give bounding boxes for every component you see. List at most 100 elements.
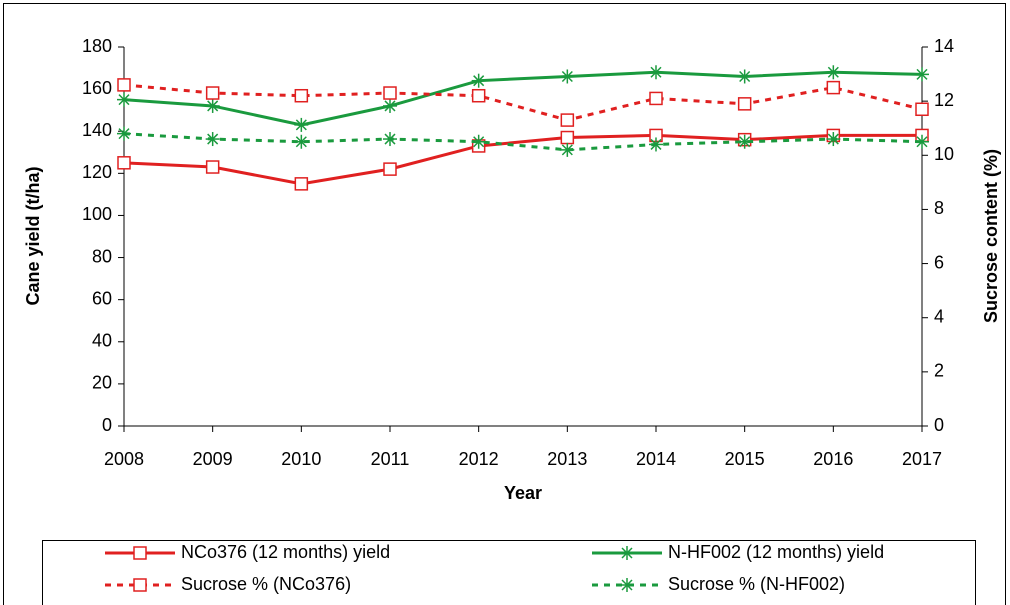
y2-tick-label: 14 [934, 36, 954, 56]
data-point [560, 142, 575, 157]
y2-tick-label: 0 [934, 415, 944, 435]
marker-stroke [384, 100, 396, 112]
y2-axis-title: Sucrose content (%) [981, 149, 1001, 323]
marker-stroke [384, 133, 396, 145]
x-tick-label: 2008 [104, 449, 144, 469]
data-point [383, 132, 397, 147]
data-point [205, 132, 220, 147]
x-tick-label: 2010 [281, 449, 321, 469]
data-point [294, 177, 309, 191]
y2-tick-label: 6 [934, 252, 944, 272]
data-point [117, 126, 131, 141]
y2-tick-label: 12 [934, 90, 954, 110]
data-point [383, 162, 397, 176]
data-point [117, 156, 131, 170]
y-tick-label: 180 [82, 36, 112, 56]
marker-stroke [621, 579, 633, 591]
x-axis-title: Year [504, 483, 542, 503]
data-point [294, 117, 309, 132]
data-point [383, 86, 397, 100]
marker-stroke [650, 138, 662, 150]
marker-stroke [739, 70, 751, 83]
y-tick-label: 160 [82, 78, 112, 98]
marker-stroke [916, 136, 928, 148]
legend-box [42, 540, 976, 605]
data-point [915, 134, 929, 149]
marker-stroke [473, 75, 485, 87]
data-point [649, 91, 663, 106]
data-point [471, 134, 486, 149]
series-line [123, 70, 923, 127]
x-tick-label: 2009 [193, 449, 233, 469]
x-tick-label: 2011 [371, 449, 410, 469]
y2-tick-label: 8 [934, 198, 944, 218]
data-point [560, 69, 575, 84]
data-point [205, 98, 220, 113]
marker-stroke [561, 70, 573, 83]
legend-label: Sucrose % (NCo376) [181, 574, 351, 594]
marker-stroke [118, 128, 130, 140]
y2-tick-label: 2 [934, 361, 944, 381]
data-point [383, 98, 397, 113]
data-point [620, 546, 634, 560]
data-point [737, 97, 752, 111]
data-point [915, 102, 929, 117]
marker-stroke [739, 136, 751, 148]
series-line [123, 132, 923, 152]
marker-stroke [621, 547, 633, 559]
series-line [123, 83, 923, 122]
marker-stroke [207, 100, 219, 112]
y-tick-label: 120 [82, 162, 112, 182]
x-tick-label: 2013 [547, 449, 587, 469]
x-tick-label: 2014 [636, 449, 676, 469]
y2-tick-label: 10 [934, 144, 954, 164]
y-tick-label: 0 [102, 415, 112, 435]
data-point [620, 578, 634, 592]
series-line [123, 133, 922, 186]
marker-stroke [295, 119, 307, 131]
y-tick-label: 20 [92, 373, 112, 393]
data-point [471, 73, 486, 88]
y-tick-label: 100 [82, 204, 112, 224]
data-point [117, 78, 131, 92]
data-point [826, 65, 841, 80]
y2-tick-label: 4 [934, 306, 944, 326]
marker-stroke [650, 66, 662, 78]
chart-frame [3, 3, 1006, 605]
data-point [737, 69, 752, 84]
data-point [915, 67, 929, 82]
marker-stroke [827, 133, 839, 145]
legend-label: Sucrose % (N-HF002) [668, 574, 845, 594]
data-point [205, 86, 220, 100]
marker-stroke [207, 133, 219, 145]
marker-stroke [295, 136, 307, 148]
y-tick-label: 40 [92, 331, 112, 351]
marker-stroke [561, 144, 573, 156]
data-point [133, 578, 147, 592]
y-tick-label: 60 [92, 288, 112, 308]
data-point [117, 92, 131, 107]
marker-stroke [916, 68, 928, 80]
y-axis-title: Cane yield (t/ha) [23, 166, 43, 305]
y-tick-label: 80 [92, 246, 112, 266]
marker-stroke [118, 94, 130, 106]
data-point [205, 160, 220, 174]
x-tick-label: 2017 [902, 449, 942, 469]
x-tick-label: 2015 [725, 449, 765, 469]
x-tick-label: 2016 [813, 449, 853, 469]
data-point [649, 137, 663, 152]
data-point [471, 88, 486, 103]
legend-label: N-HF002 (12 months) yield [668, 542, 884, 562]
marker-stroke [827, 66, 839, 78]
y-tick-label: 140 [82, 120, 112, 140]
data-point [826, 132, 841, 147]
legend-label: NCo376 (12 months) yield [181, 542, 390, 562]
data-point [294, 88, 309, 103]
x-tick-label: 2012 [459, 449, 499, 469]
data-point [133, 546, 147, 560]
data-point [560, 130, 575, 145]
data-point [649, 65, 663, 80]
data-point [826, 80, 841, 95]
